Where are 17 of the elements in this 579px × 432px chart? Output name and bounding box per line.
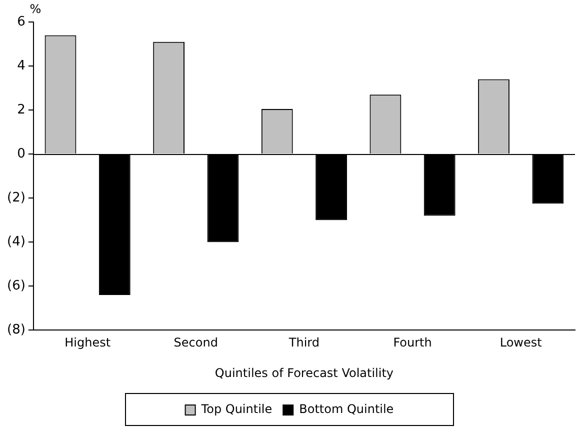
x-axis-title: Quintiles of Forecast Volatility bbox=[214, 366, 394, 380]
legend-label: Top Quintile bbox=[200, 402, 272, 416]
y-tick-label: 0 bbox=[17, 146, 26, 162]
x-tick-label: Third bbox=[288, 336, 320, 350]
y-tick-label: (8) bbox=[6, 322, 26, 338]
x-tick-label: Fourth bbox=[393, 336, 432, 350]
legend-label: Bottom Quintile bbox=[299, 402, 394, 416]
x-tick-label: Highest bbox=[64, 336, 111, 350]
y-tick-label: (6) bbox=[6, 278, 26, 294]
y-tick-label: 6 bbox=[17, 14, 26, 30]
x-tick-label: Second bbox=[174, 336, 218, 350]
y-axis-title: % bbox=[30, 2, 42, 16]
y-tick-label: 4 bbox=[17, 58, 26, 74]
y-tick-label: 2 bbox=[17, 102, 26, 118]
x-tick-label: Lowest bbox=[500, 336, 542, 350]
y-tick-label: (2) bbox=[6, 190, 26, 206]
y-tick-label: (4) bbox=[6, 234, 26, 250]
